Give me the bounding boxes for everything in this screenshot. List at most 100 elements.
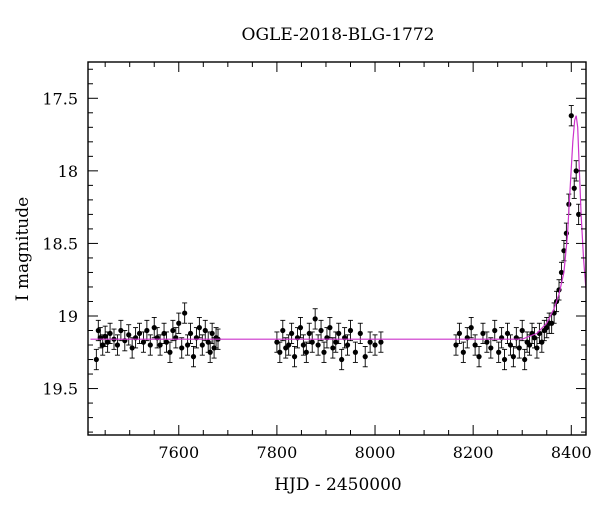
data-point	[347, 319, 354, 342]
data-points	[93, 105, 582, 371]
data-point	[496, 341, 502, 363]
data-marker	[561, 248, 567, 254]
data-marker	[157, 342, 163, 348]
data-point	[501, 348, 508, 371]
data-marker	[362, 354, 368, 360]
data-point	[297, 316, 304, 339]
data-marker	[102, 333, 108, 339]
x-tick-label: 8200	[453, 443, 494, 462]
y-tick-label: 19.5	[42, 380, 78, 399]
data-point	[507, 334, 514, 356]
data-point	[126, 324, 132, 346]
y-tick-label: 18	[58, 162, 78, 181]
data-point	[339, 348, 345, 371]
data-marker	[136, 330, 143, 337]
data-marker	[126, 332, 132, 338]
data-marker	[107, 330, 113, 337]
data-marker	[167, 349, 173, 355]
data-marker	[484, 339, 490, 345]
data-marker	[330, 345, 336, 351]
data-marker	[129, 345, 135, 351]
data-marker	[516, 345, 522, 351]
data-marker	[289, 330, 295, 337]
x-tick-label: 7800	[257, 443, 298, 462]
data-marker	[170, 327, 176, 334]
data-marker	[352, 349, 358, 355]
data-marker	[207, 349, 213, 355]
data-point	[556, 279, 562, 301]
data-marker	[456, 330, 463, 337]
data-marker	[501, 356, 508, 363]
data-point	[170, 319, 176, 342]
data-marker	[460, 349, 466, 355]
y-tick-label: 18.5	[42, 234, 78, 253]
data-marker	[344, 342, 351, 348]
data-point	[336, 322, 342, 345]
data-point	[453, 334, 459, 356]
data-marker	[303, 349, 309, 355]
data-point	[167, 341, 173, 363]
data-marker	[312, 316, 318, 322]
x-axis-label: HJD - 2450000	[274, 475, 402, 495]
data-point	[472, 334, 478, 356]
data-point	[93, 348, 99, 371]
data-marker	[179, 345, 185, 351]
data-marker	[510, 354, 516, 360]
data-marker	[114, 342, 121, 348]
data-marker	[315, 342, 321, 348]
data-point	[327, 316, 333, 339]
data-marker	[209, 330, 215, 337]
data-point	[312, 308, 318, 330]
data-point	[182, 302, 188, 324]
data-marker	[190, 354, 197, 360]
data-point	[468, 316, 474, 339]
data-point	[209, 322, 215, 345]
data-point	[187, 322, 194, 345]
data-point	[516, 337, 522, 359]
data-marker	[480, 330, 486, 337]
data-point	[179, 337, 185, 359]
data-point	[352, 341, 358, 363]
data-point	[207, 341, 213, 363]
y-axis-label: I magnitude	[13, 197, 33, 301]
data-point	[378, 331, 384, 353]
data-marker	[367, 339, 373, 345]
data-marker	[277, 349, 283, 355]
data-point	[544, 316, 550, 339]
model-curve	[90, 115, 586, 340]
data-point	[367, 331, 373, 353]
data-point	[456, 322, 463, 345]
data-marker	[151, 324, 157, 331]
data-marker	[496, 349, 502, 355]
data-point	[136, 322, 143, 345]
data-point	[132, 327, 139, 349]
data-marker	[534, 345, 540, 351]
data-point	[185, 334, 191, 356]
data-marker	[336, 330, 342, 337]
data-point	[344, 334, 351, 356]
data-point	[476, 346, 482, 368]
data-point	[568, 105, 574, 127]
data-point	[140, 331, 147, 353]
data-marker	[522, 356, 528, 363]
data-marker	[95, 327, 101, 334]
data-marker	[519, 327, 525, 334]
data-marker	[357, 330, 363, 337]
data-point	[499, 327, 505, 349]
data-marker	[571, 185, 577, 191]
data-point	[318, 319, 324, 342]
data-marker	[274, 339, 280, 345]
data-point	[510, 346, 516, 368]
data-point	[522, 348, 528, 371]
x-tick-label: 7600	[158, 443, 199, 462]
data-point	[541, 319, 547, 342]
data-marker	[199, 342, 205, 348]
data-point	[526, 334, 533, 356]
data-marker	[372, 342, 378, 348]
data-marker	[321, 349, 327, 355]
data-marker	[544, 324, 550, 331]
data-marker	[327, 324, 333, 331]
data-point	[147, 334, 153, 356]
data-marker	[144, 327, 150, 334]
data-point	[519, 319, 525, 342]
